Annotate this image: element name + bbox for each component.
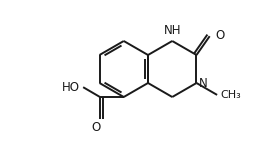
Text: CH₃: CH₃ xyxy=(220,90,241,100)
Text: NH: NH xyxy=(163,24,181,37)
Text: N: N xyxy=(199,77,207,90)
Text: HO: HO xyxy=(62,81,80,94)
Text: O: O xyxy=(91,121,100,134)
Text: O: O xyxy=(216,29,225,42)
